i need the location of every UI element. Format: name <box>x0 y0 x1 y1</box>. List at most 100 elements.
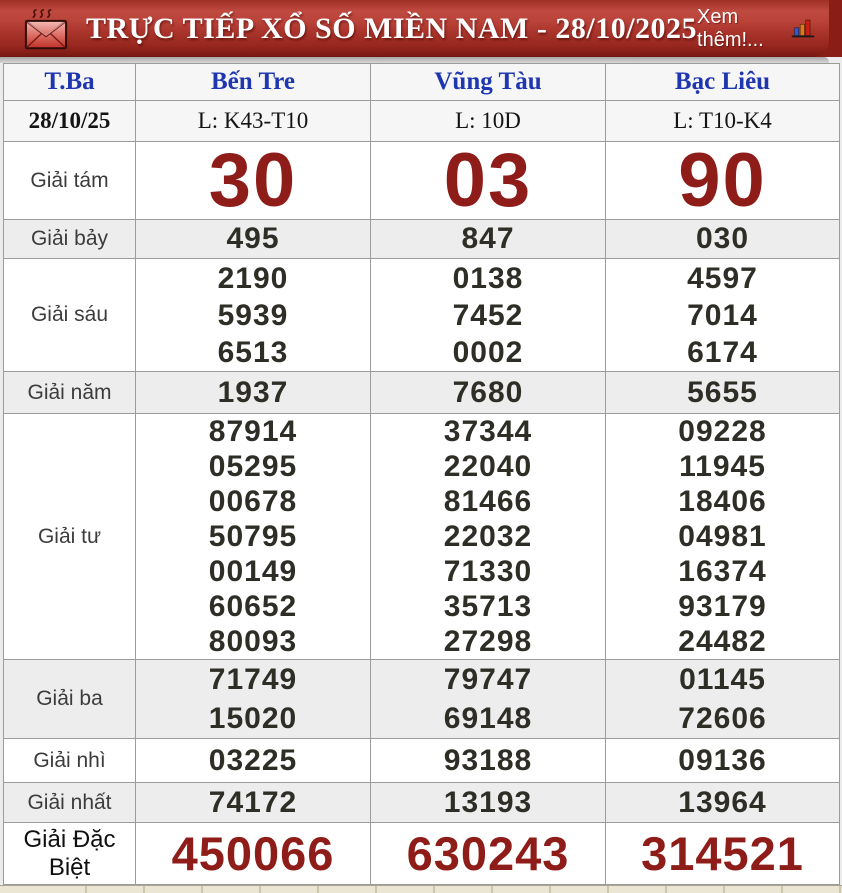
prize-number: 18406 <box>678 485 767 518</box>
see-more-label: Xem thêm!... <box>697 5 764 51</box>
prize-number: 13193 <box>443 785 533 819</box>
prize-number: 6174 <box>687 335 758 369</box>
prize-number: 314521 <box>641 826 804 880</box>
prize-number: 450066 <box>171 826 335 880</box>
prize-cell: 03 <box>370 141 606 220</box>
prize-cell: 79747 69148 <box>370 659 606 739</box>
prize-number: 7680 <box>452 375 524 409</box>
prize-cell: 03225 <box>135 738 371 783</box>
bar-chart-icon <box>791 19 815 38</box>
prize-cell: 30 <box>135 141 371 220</box>
prize-number: 35713 <box>443 590 533 623</box>
prize-number: 30 <box>208 141 298 220</box>
page-title: TRỰC TIẾP XỔ SỐ MIỀN NAM - 28/10/2025 <box>86 11 698 45</box>
column-header-day[interactable]: T.Ba <box>3 63 136 101</box>
prize-number: 4597 <box>687 261 758 295</box>
prize-number: 69148 <box>443 702 533 735</box>
prize-number: 71330 <box>443 555 533 588</box>
prize-number: 847 <box>461 222 515 255</box>
prize-number: 80093 <box>208 625 298 658</box>
hot-mail-icon <box>24 8 68 49</box>
prize-number: 0002 <box>452 335 524 369</box>
prize-number: 71749 <box>208 663 298 696</box>
prize-number: 87914 <box>208 415 298 448</box>
prize-number: 0138 <box>452 261 524 295</box>
prize-number: 90 <box>678 141 767 220</box>
prize-cell: 74172 <box>135 782 371 823</box>
prize-cell: 314521 <box>605 822 840 885</box>
prize-cell: 13964 <box>605 782 840 823</box>
prize-number: 24482 <box>678 625 767 658</box>
prize-number: 2190 <box>217 261 289 295</box>
prize-number: 93188 <box>443 743 533 777</box>
prize-cell: 0138 7452 0002 <box>370 258 606 372</box>
prize-cell: 030 <box>605 219 840 259</box>
banner: TRỰC TIẾP XỔ SỐ MIỀN NAM - 28/10/2025 Xe… <box>0 0 842 57</box>
prize-label: Giải Đặc Biệt <box>3 822 136 885</box>
prize-row-nhat: Giải nhất 74172 13193 13964 <box>3 782 840 823</box>
prize-cell: 450066 <box>135 822 371 885</box>
draw-code: L: K43-T10 <box>135 100 371 142</box>
prize-label: Giải nhất <box>3 782 136 823</box>
prize-number: 04981 <box>678 520 767 553</box>
prize-cell: 01145 72606 <box>605 659 840 739</box>
prize-label: Giải tư <box>3 413 136 660</box>
prize-cell: 09136 <box>605 738 840 783</box>
see-more-link[interactable]: Xem thêm!... <box>697 6 819 52</box>
prize-number: 00149 <box>208 555 298 588</box>
prize-row-sau: Giải sáu 2190 5939 6513 0138 7452 0002 4597 7014… <box>3 258 840 372</box>
footer-strip <box>0 885 842 893</box>
prize-number: 11945 <box>679 450 766 483</box>
draw-date: 28/10/25 <box>3 100 136 142</box>
prize-label: Giải ba <box>3 659 136 739</box>
prize-number: 05295 <box>208 450 298 483</box>
prize-cell: 2190 5939 6513 <box>135 258 371 372</box>
prize-number: 630243 <box>406 826 570 880</box>
prize-number: 7452 <box>452 298 524 332</box>
prize-number: 22032 <box>443 520 533 553</box>
prize-cell: 4597 7014 6174 <box>605 258 840 372</box>
prize-number: 93179 <box>678 590 767 623</box>
prize-number: 13964 <box>678 785 767 819</box>
prize-cell: 495 <box>135 219 371 259</box>
date-row: 28/10/25 L: K43-T10 L: 10D L: T10-K4 <box>3 100 840 142</box>
prize-number: 60652 <box>208 590 298 623</box>
prize-label: Giải tám <box>3 141 136 220</box>
prize-number: 7014 <box>687 298 758 332</box>
prize-row-ba: Giải ba 71749 15020 79747 69148 01145 72606 <box>3 659 840 739</box>
prize-label: Giải bảy <box>3 219 136 259</box>
prize-number: 81466 <box>443 485 533 518</box>
prize-cell: 90 <box>605 141 840 220</box>
column-header-province-2[interactable]: Vũng Tàu <box>370 63 606 101</box>
column-header-province-1[interactable]: Bến Tre <box>135 63 371 101</box>
prize-number: 72606 <box>678 702 767 735</box>
prize-number: 5655 <box>687 375 758 409</box>
prize-label: Giải năm <box>3 371 136 414</box>
prize-number: 16374 <box>678 555 767 588</box>
prize-number: 00678 <box>208 485 298 518</box>
prize-number: 01145 <box>679 663 766 696</box>
prize-cell: 1937 <box>135 371 371 414</box>
prize-cell: 847 <box>370 219 606 259</box>
prize-number: 79747 <box>443 663 533 696</box>
prize-number: 37344 <box>443 415 533 448</box>
prize-row-db: Giải Đặc Biệt 450066 630243 314521 <box>3 822 840 885</box>
prize-row-tu: Giải tư 87914 05295 00678 50795 00149 60652 800… <box>3 413 840 660</box>
prize-number: 6513 <box>217 335 289 369</box>
prize-number: 50795 <box>208 520 298 553</box>
prize-row-bay: Giải bảy 495 847 030 <box>3 219 840 259</box>
prize-number: 74172 <box>208 785 298 819</box>
column-header-province-3[interactable]: Bạc Liêu <box>605 63 840 101</box>
prize-cell: 37344 22040 81466 22032 71330 35713 27298 <box>370 413 606 660</box>
prize-cell: 5655 <box>605 371 840 414</box>
prize-number: 1937 <box>217 375 289 409</box>
prize-number: 03 <box>443 141 533 220</box>
prize-number: 5939 <box>217 298 289 332</box>
prize-cell: 13193 <box>370 782 606 823</box>
results-table: T.Ba Bến Tre Vũng Tàu Bạc Liêu 28/10/25 L: K… <box>3 63 840 885</box>
prize-cell: 93188 <box>370 738 606 783</box>
gap-strip <box>0 57 829 63</box>
prize-number: 09228 <box>678 415 767 448</box>
prize-number: 030 <box>695 222 750 255</box>
